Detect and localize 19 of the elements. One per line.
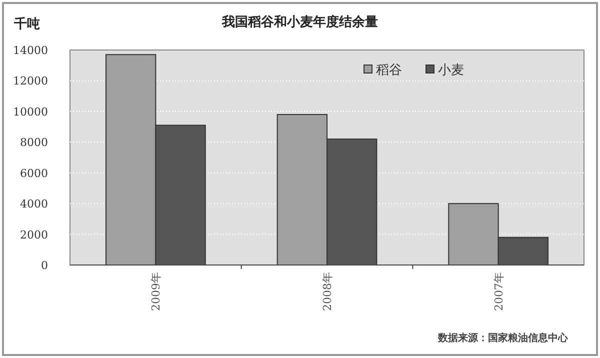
- y-tick-label: 8000: [20, 136, 48, 150]
- x-tick-label: 2008年: [321, 272, 334, 311]
- x-tick-label: 2009年: [150, 272, 163, 311]
- bar: [105, 54, 156, 266]
- y-tick-label: 0: [41, 259, 48, 272]
- y-axis-title: 千吨: [13, 16, 40, 32]
- legend-label: 稻谷: [376, 63, 402, 78]
- source-note: 数据来源：国家粮油信息中心: [437, 332, 569, 344]
- y-tick-label: 12000: [13, 74, 48, 88]
- bar: [448, 203, 499, 266]
- y-tick-label: 14000: [13, 44, 48, 57]
- x-tick-label: 2007年: [492, 272, 506, 311]
- legend-label: 小麦: [438, 63, 464, 78]
- chart-title: 我国稻谷和小麦年度结余量: [221, 14, 378, 30]
- y-tick-label: 4000: [20, 198, 48, 211]
- y-tick-label: 6000: [20, 166, 48, 180]
- bar: [276, 114, 328, 266]
- y-tick-label: 2000: [20, 228, 48, 242]
- y-tick-label: 10000: [13, 105, 48, 118]
